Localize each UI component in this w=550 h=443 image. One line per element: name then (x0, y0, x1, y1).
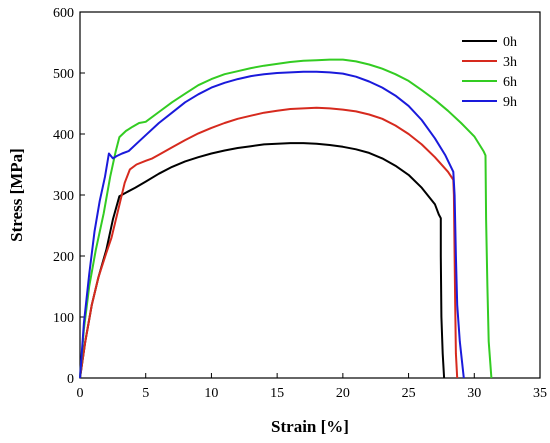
y-tick-label: 0 (67, 372, 74, 387)
y-axis-title: Stress [MPa] (7, 148, 26, 242)
series-lines (79, 58, 493, 379)
y-tick-label: 300 (53, 189, 74, 204)
x-tick-label: 30 (467, 386, 481, 401)
series-line-6h (79, 58, 493, 379)
x-tick-label: 0 (77, 386, 84, 401)
x-tick-label: 5 (142, 386, 149, 401)
x-tick-label: 15 (270, 386, 284, 401)
y-tick-label: 200 (53, 250, 74, 265)
series-line-9h (79, 70, 465, 379)
legend-label-0h: 0h (503, 35, 517, 50)
x-tick-label: 20 (336, 386, 350, 401)
legend-label-6h: 6h (503, 75, 517, 90)
y-tick-label: 600 (53, 6, 74, 21)
y-axis: 0 100 200 300 400 500 600 (53, 6, 85, 387)
series-line-0h (79, 142, 446, 379)
y-tick-label: 400 (53, 128, 74, 143)
x-tick-label: 35 (533, 386, 547, 401)
x-tick-label: 25 (402, 386, 416, 401)
series-line-3h (79, 106, 459, 379)
y-tick-label: 100 (53, 311, 74, 326)
x-axis-title: Strain [%] (271, 417, 349, 436)
legend: 0h 3h 6h 9h (462, 35, 517, 110)
y-tick-label: 500 (53, 67, 74, 82)
legend-label-9h: 9h (503, 95, 517, 110)
x-tick-label: 10 (204, 386, 218, 401)
x-axis: 0 5 10 15 20 25 30 35 (77, 373, 547, 401)
plot-frame (79, 11, 541, 379)
legend-label-3h: 3h (503, 55, 517, 70)
